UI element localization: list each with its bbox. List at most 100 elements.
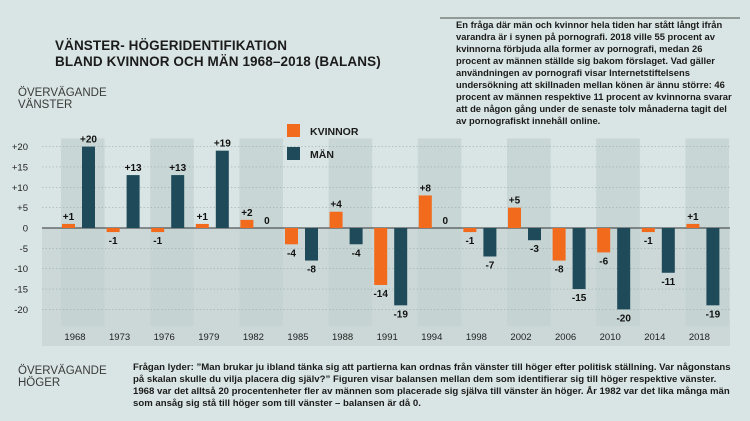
women-1985-data-label: -4	[287, 248, 296, 259]
legend-men-swatch	[287, 147, 300, 160]
men-1998-data-label: -7	[485, 260, 494, 271]
footnote-text: Frågan lyder: ”Man brukar ju ibland tänk…	[133, 362, 731, 409]
y-tick-label: -10	[14, 264, 28, 275]
legend-women-label: KVINNOR	[310, 126, 359, 138]
top-axis-label-line1: ÖVERVÄGANDE	[18, 87, 107, 99]
women-1988-bar	[329, 211, 343, 228]
women-1976-data-label: -1	[153, 236, 162, 247]
men-1994-data-label: 0	[443, 216, 449, 227]
men-1991-bar	[394, 228, 408, 306]
women-2002-bar	[508, 207, 521, 228]
men-1991-data-label: -19	[393, 309, 408, 320]
chart-title: VÄNSTER- HÖGERIDENTIFIKATION BLAND KVINN…	[55, 38, 415, 70]
x-tick-label-1988: 1988	[332, 332, 353, 343]
men-2006-bar	[572, 228, 586, 290]
women-1979-bar	[195, 223, 209, 228]
x-tick-label-1976: 1976	[154, 332, 175, 343]
men-1976-bar	[171, 175, 185, 228]
x-tick-label-2010: 2010	[600, 332, 621, 343]
band-2002	[507, 138, 551, 346]
women-1968-bar	[62, 223, 75, 228]
men-2002-data-label: -3	[530, 244, 539, 255]
men-1976-data-label: +13	[169, 163, 186, 174]
bottom-axis-label-line2: HÖGER	[18, 377, 61, 389]
top-axis-label: ÖVERVÄGANDE VÄNSTER	[18, 87, 128, 111]
men-1985-bar	[305, 228, 318, 261]
x-tick-label-2018: 2018	[689, 332, 710, 343]
men-1968-data-label: +20	[80, 135, 97, 146]
y-tick-label: -5	[20, 244, 28, 255]
men-2006-data-label: -15	[572, 293, 587, 304]
y-tick-label: -20	[14, 305, 28, 316]
x-tick-label-1985: 1985	[287, 332, 308, 343]
men-2010-data-label: -20	[616, 313, 631, 324]
women-1991-bar	[374, 228, 388, 285]
men-1968-bar	[82, 146, 95, 228]
men-1979-data-label: +19	[214, 139, 231, 150]
bottom-axis-label: ÖVERVÄGANDE HÖGER	[18, 365, 128, 389]
y-tick-label: +10	[12, 183, 28, 194]
footnote: Frågan lyder: ”Man brukar ju ibland tänk…	[133, 362, 733, 410]
women-1982-bar	[240, 219, 254, 228]
men-1973-data-label: +13	[125, 163, 142, 174]
women-1982-data-label: +2	[241, 208, 253, 219]
men-2002-bar	[528, 228, 541, 241]
y-tick-label: 0	[23, 224, 28, 235]
women-2018-data-label: +1	[687, 212, 699, 223]
men-2018-bar	[706, 228, 720, 306]
women-1998-bar	[463, 228, 477, 233]
women-2006-data-label: -8	[555, 265, 564, 276]
women-2018-bar	[686, 223, 700, 228]
side-text-box: En fråga där män och kvinnor hela tiden …	[456, 19, 732, 127]
women-1976-bar	[151, 228, 165, 233]
x-tick-label-2006: 2006	[555, 332, 576, 343]
category-strip	[42, 326, 730, 346]
x-tick-label-1998: 1998	[466, 332, 487, 343]
men-2014-data-label: -11	[661, 277, 675, 288]
x-tick-label-2002: 2002	[510, 332, 531, 343]
women-2002-data-label: +5	[509, 196, 521, 207]
women-1991-data-label: -14	[373, 289, 388, 300]
men-2010-bar	[617, 228, 631, 310]
women-1998-data-label: -1	[465, 236, 474, 247]
women-1968-data-label: +1	[63, 212, 75, 223]
legend-men-label: MÄN	[310, 149, 334, 161]
men-1979-bar	[215, 150, 229, 228]
women-2010-bar	[597, 228, 611, 253]
bottom-axis-label-line1: ÖVERVÄGANDE	[18, 365, 107, 377]
men-1998-bar	[483, 228, 497, 257]
x-tick-label-1991: 1991	[377, 332, 398, 343]
x-tick-label-1982: 1982	[243, 332, 264, 343]
men-1988-bar	[349, 228, 363, 245]
x-tick-label-2014: 2014	[644, 332, 665, 343]
men-1982-data-label: 0	[264, 216, 270, 227]
y-tick-label: +20	[12, 142, 28, 153]
men-1973-bar	[126, 175, 140, 228]
men-1988-data-label: -4	[352, 248, 361, 259]
women-2006-bar	[552, 228, 566, 261]
chart-title-line1: VÄNSTER- HÖGERIDENTIFIKATION	[55, 38, 288, 53]
women-1973-data-label: -1	[109, 236, 118, 247]
chart-title-line2: BLAND KVINNOR OCH MÄN 1968–2018 (BALANS)	[55, 54, 381, 69]
y-tick-label: -15	[14, 285, 28, 296]
women-1988-data-label: +4	[330, 200, 342, 211]
side-text: En fråga där män och kvinnor hela tiden …	[456, 19, 732, 126]
women-1994-bar	[418, 195, 432, 228]
women-1979-data-label: +1	[197, 212, 209, 223]
women-1973-bar	[106, 228, 120, 233]
legend-women-swatch	[287, 124, 300, 137]
y-tick-label: +5	[17, 203, 28, 214]
legend-men: MÄN	[287, 147, 334, 161]
men-2018-data-label: -19	[706, 309, 721, 320]
women-2010-data-label: -6	[599, 256, 608, 267]
women-2014-data-label: -1	[644, 236, 653, 247]
band-1994	[417, 138, 462, 346]
men-1985-data-label: -8	[307, 265, 316, 276]
top-axis-label-line2: VÄNSTER	[18, 99, 73, 111]
men-2014-bar	[661, 228, 675, 273]
women-2014-bar	[641, 228, 655, 233]
x-tick-label-1968: 1968	[64, 332, 85, 343]
y-tick-label: +15	[12, 162, 28, 173]
women-1994-data-label: +8	[420, 183, 432, 194]
